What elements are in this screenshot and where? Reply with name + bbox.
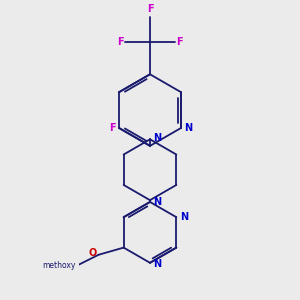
Text: methoxy: methoxy [42, 261, 76, 270]
Text: F: F [117, 37, 124, 47]
Text: N: N [154, 259, 162, 269]
Text: N: N [180, 212, 188, 222]
Text: F: F [147, 4, 153, 14]
Text: O: O [89, 248, 97, 258]
Text: N: N [184, 123, 193, 133]
Text: N: N [154, 133, 162, 143]
Text: F: F [109, 123, 116, 133]
Text: F: F [176, 37, 183, 47]
Text: N: N [154, 197, 162, 207]
